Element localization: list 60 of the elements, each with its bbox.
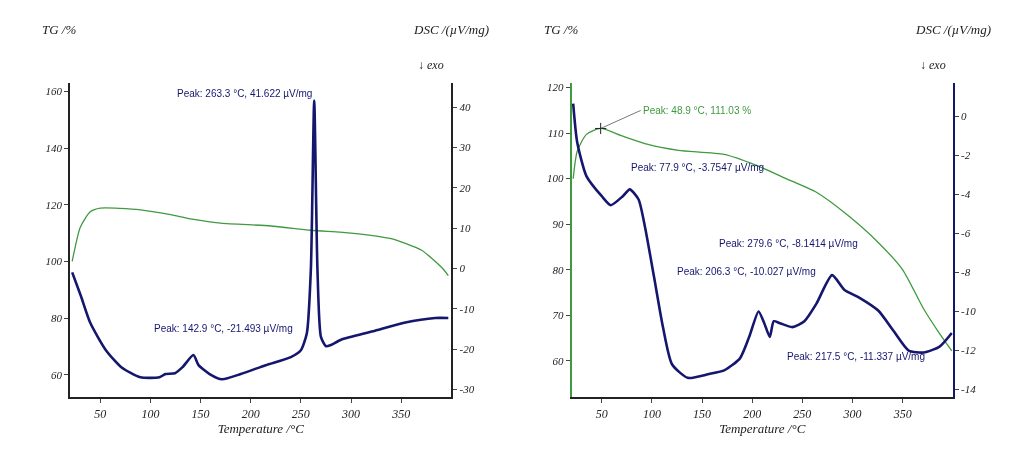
line-series: [70, 99, 450, 381]
line-series: [71, 207, 449, 277]
y2-tick-label: -30: [459, 383, 475, 396]
y2-tick-label: 0: [459, 262, 466, 275]
y-tick-label: 80: [50, 311, 63, 324]
y-tick-label: 100: [546, 172, 564, 185]
x-tick-label: 50: [94, 406, 107, 421]
x-tick-label: 300: [842, 406, 862, 421]
x-axis-title: Temperature /°C: [217, 420, 305, 436]
x-tick-label: 200: [241, 406, 260, 421]
annotation: Peak: 263.3 °C, 41.622 µV/mg: [177, 88, 313, 99]
y2-axis-title: DSC /(µV/mg): [915, 22, 992, 37]
annotation: Peak: 48.9 °C, 111.03 %: [643, 105, 752, 116]
y2-tick-label: -12: [961, 344, 977, 357]
annotation: Peak: 77.9 °C, -3.7547 µV/mg: [631, 162, 765, 173]
x-tick-label: 300: [341, 406, 361, 421]
annotation: Peak: 217.5 °C, -11.337 µV/mg: [787, 351, 925, 362]
y-tick-label: 70: [552, 309, 564, 322]
y-tick-label: 160: [45, 85, 63, 98]
x-tick-label: 150: [693, 406, 712, 421]
x-tick-label: 250: [291, 406, 310, 421]
y-tick-label: 120: [45, 198, 63, 211]
y-tick-label: 100: [45, 255, 63, 268]
y-tick-label: 110: [547, 126, 564, 139]
y2-tick-label: -14: [961, 383, 977, 396]
y2-tick-label: 0: [961, 109, 968, 122]
y-tick-label: 90: [552, 218, 564, 231]
x-tick-label: 250: [793, 406, 812, 421]
y2-tick-label: -20: [459, 342, 475, 355]
x-tick-label: 100: [141, 406, 160, 421]
y2-tick-label: -6: [961, 227, 971, 240]
y-tick-label: 60: [552, 354, 564, 367]
x-tick-label: 200: [743, 406, 762, 421]
y-axis-title: TG /%: [544, 22, 579, 37]
text: ↓ exo: [920, 58, 946, 72]
y2-tick-label: 40: [459, 100, 472, 113]
y-tick-label: 80: [552, 263, 564, 276]
y-axis-title: TG /%: [42, 22, 77, 37]
y2-tick-label: 30: [458, 141, 472, 154]
x-tick-label: 350: [391, 406, 411, 421]
annotation: Peak: 206.3 °C, -10.027 µV/mg: [677, 266, 816, 277]
x-tick-label: 100: [642, 406, 661, 421]
annotation: Peak: 142.9 °C, -21.493 µV/mg: [154, 323, 293, 334]
y2-tick-label: -10: [961, 305, 977, 318]
y-tick-label: 120: [546, 81, 564, 94]
x-tick-label: 50: [595, 406, 608, 421]
x-axis-title: Temperature /°C: [719, 420, 806, 436]
y2-tick-label: 20: [459, 181, 472, 194]
y2-tick-label: -10: [459, 302, 475, 315]
y2-axis-title: DSC /(µV/mg): [413, 22, 490, 37]
y2-tick-label: -4: [961, 188, 971, 201]
x-tick-label: 350: [892, 406, 912, 421]
y2-tick-label: 10: [459, 221, 472, 234]
y2-tick-label: -2: [961, 149, 971, 162]
y-tick-label: 140: [45, 141, 63, 154]
text: ↓ exo: [418, 58, 444, 72]
y-tick-label: 60: [50, 368, 63, 381]
y2-tick-label: -8: [961, 266, 971, 279]
annotation: Peak: 279.6 °C, -8.1414 µV/mg: [719, 238, 858, 249]
x-tick-label: 150: [191, 406, 210, 421]
